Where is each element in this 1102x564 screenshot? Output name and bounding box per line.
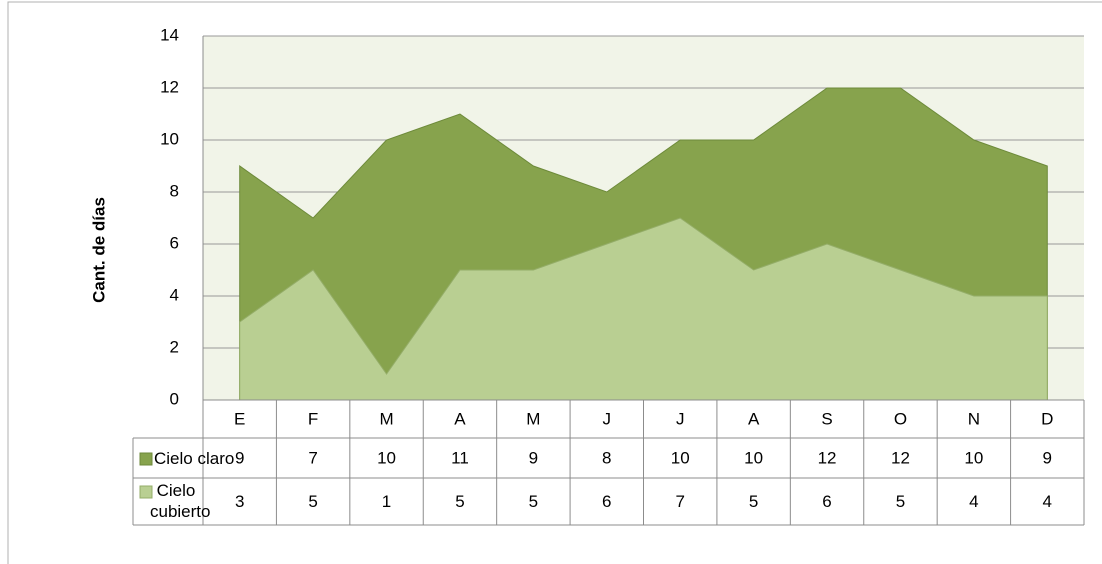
x-tick-label: A: [454, 409, 466, 428]
table-value: 4: [1043, 492, 1052, 511]
x-tick-label: A: [748, 409, 760, 428]
table-value: 6: [822, 492, 831, 511]
x-tick-label: D: [1041, 409, 1053, 428]
table-value: 10: [744, 448, 763, 467]
x-tick-label: O: [894, 409, 907, 428]
table-value: 9: [235, 448, 244, 467]
x-tick-label: M: [526, 409, 540, 428]
y-tick-label: 6: [170, 233, 179, 252]
x-tick-label: E: [234, 409, 245, 428]
legend-label: Cielo cubierto: [150, 481, 211, 521]
y-tick-label: 4: [170, 285, 179, 304]
table-value: 5: [455, 492, 464, 511]
table-value: 4: [969, 492, 978, 511]
legend-key: [139, 452, 153, 466]
y-tick-label: 10: [160, 129, 179, 148]
table-value: 12: [818, 448, 837, 467]
table-value: 6: [602, 492, 611, 511]
table-value: 10: [964, 448, 983, 467]
y-tick-label: 2: [170, 337, 179, 356]
table-value: 3: [235, 492, 244, 511]
x-tick-label: J: [676, 409, 685, 428]
y-tick-label: 0: [170, 389, 179, 408]
table-value: 10: [377, 448, 396, 467]
x-tick-label: J: [603, 409, 612, 428]
x-tick-label: N: [968, 409, 980, 428]
table-value: 7: [308, 448, 317, 467]
y-axis-label: Cant. de días: [89, 197, 108, 303]
x-tick-label: F: [308, 409, 318, 428]
table-value: 12: [891, 448, 910, 467]
table-value: 7: [675, 492, 684, 511]
y-tick-label: 14: [160, 25, 179, 44]
x-tick-label: M: [379, 409, 393, 428]
table-value: 11: [451, 448, 469, 467]
table-value: 9: [529, 448, 538, 467]
table-value: 10: [671, 448, 690, 467]
legend-label: Cielo claro: [154, 449, 235, 468]
y-tick-label: 12: [160, 77, 179, 96]
table-value: 5: [749, 492, 758, 511]
chart-frame: [7, 1, 1102, 564]
table-value: 1: [382, 492, 391, 511]
x-tick-label: S: [821, 409, 832, 428]
table-value: 5: [529, 492, 538, 511]
y-tick-label: 8: [170, 181, 179, 200]
area: [239, 217, 1048, 401]
table-value: 5: [896, 492, 905, 511]
table-value: 9: [1043, 448, 1052, 467]
table-value: 5: [308, 492, 317, 511]
table-value: 8: [602, 448, 611, 467]
legend-key: [139, 485, 153, 499]
